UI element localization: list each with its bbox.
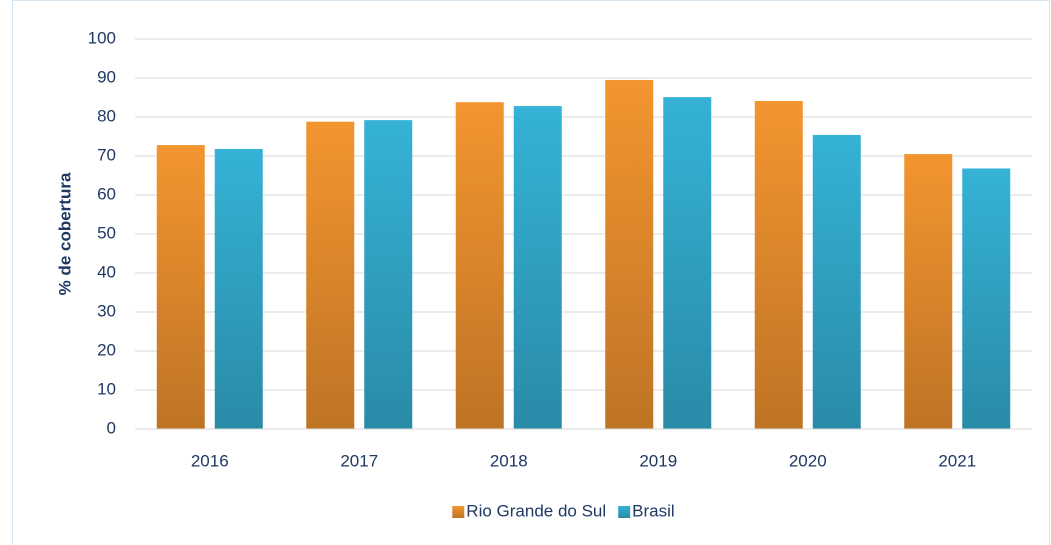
bar bbox=[605, 79, 654, 429]
bar bbox=[754, 101, 803, 429]
legend-label: Rio Grande do Sul bbox=[466, 501, 606, 520]
bar bbox=[364, 120, 413, 430]
y-tick-label: 10 bbox=[97, 379, 116, 398]
bar bbox=[663, 97, 712, 430]
x-tick-label: 2016 bbox=[191, 451, 229, 470]
x-tick-label: 2018 bbox=[490, 451, 528, 470]
x-tick-label: 2021 bbox=[938, 451, 976, 470]
bar bbox=[156, 145, 205, 429]
y-tick-label: 100 bbox=[88, 28, 116, 47]
x-tick-label: 2019 bbox=[639, 451, 677, 470]
y-tick-label: 50 bbox=[97, 223, 116, 242]
y-tick-label: 70 bbox=[97, 145, 116, 164]
bar bbox=[962, 168, 1011, 430]
bar bbox=[513, 106, 562, 429]
chart-frame bbox=[12, 0, 1050, 545]
y-tick-label: 90 bbox=[97, 67, 116, 86]
y-tick-label: 60 bbox=[97, 184, 116, 203]
legend: Rio Grande do Sul Brasil bbox=[452, 501, 675, 520]
y-tick-label: 80 bbox=[97, 106, 116, 125]
legend-label: Brasil bbox=[632, 501, 675, 520]
x-tick-label: 2020 bbox=[789, 451, 827, 470]
bar bbox=[455, 102, 504, 430]
y-tick-label: 30 bbox=[97, 301, 116, 320]
legend-swatch bbox=[618, 506, 631, 518]
bar bbox=[306, 121, 355, 430]
bar bbox=[904, 154, 953, 430]
bar bbox=[214, 148, 263, 430]
y-tick-label: 40 bbox=[97, 262, 116, 281]
legend-swatch bbox=[452, 506, 465, 518]
y-tick-label: 20 bbox=[97, 340, 116, 359]
y-axis-label: % de cobertura bbox=[55, 172, 74, 295]
x-tick-label: 2017 bbox=[340, 451, 378, 470]
y-tick-label: 0 bbox=[107, 418, 116, 437]
bar bbox=[812, 134, 861, 429]
